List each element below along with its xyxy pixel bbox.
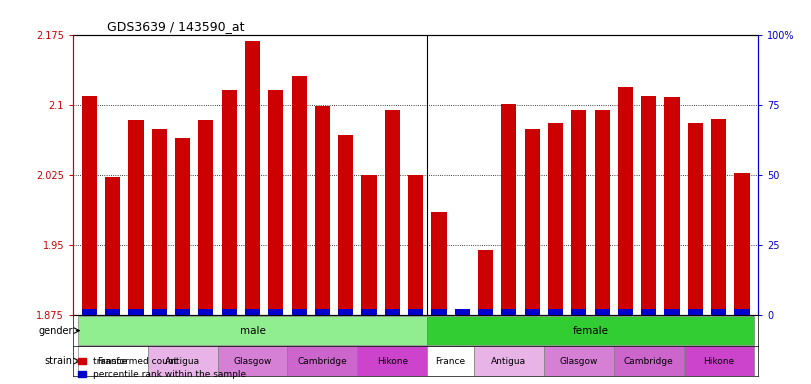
Bar [152, 309, 167, 315]
Text: male: male [239, 326, 265, 336]
Bar [478, 250, 493, 315]
Text: female: female [573, 326, 608, 336]
Text: strain: strain [45, 356, 72, 366]
Bar [711, 309, 726, 315]
Bar [338, 309, 354, 315]
Text: Glasgow: Glasgow [234, 357, 272, 366]
Bar [478, 309, 493, 315]
Bar [427, 316, 753, 345]
Bar [128, 309, 144, 315]
Bar [198, 120, 213, 315]
Bar [78, 316, 427, 345]
Bar [384, 110, 400, 315]
Bar [315, 309, 330, 315]
Bar [198, 309, 213, 315]
Bar [474, 346, 544, 376]
Bar [287, 346, 358, 376]
Bar [221, 90, 237, 315]
Bar [571, 309, 586, 315]
Bar [684, 346, 753, 376]
Bar [291, 309, 307, 315]
Text: Cambridge: Cambridge [624, 357, 674, 366]
Text: gender: gender [38, 326, 72, 336]
Text: Cambridge: Cambridge [298, 357, 347, 366]
Bar [455, 311, 470, 315]
Bar [664, 97, 680, 315]
Bar [384, 309, 400, 315]
Bar [408, 309, 423, 315]
Bar [315, 106, 330, 315]
Bar [268, 309, 283, 315]
Bar [525, 309, 540, 315]
Bar [544, 346, 614, 376]
Bar [642, 96, 656, 315]
Bar [548, 309, 563, 315]
Bar [571, 110, 586, 315]
Bar [618, 309, 633, 315]
Bar [82, 309, 97, 315]
Bar [105, 309, 120, 315]
Bar [431, 212, 447, 315]
Bar [548, 124, 563, 315]
Bar [664, 309, 680, 315]
Bar [152, 129, 167, 315]
Bar [618, 87, 633, 315]
Bar [431, 309, 447, 315]
Text: Antigua: Antigua [491, 357, 526, 366]
Bar [105, 177, 120, 315]
Text: Hikone: Hikone [377, 357, 408, 366]
Bar [501, 309, 517, 315]
Bar [175, 309, 190, 315]
Bar [501, 104, 517, 315]
Bar [358, 346, 427, 376]
Bar [82, 96, 97, 315]
Bar [614, 346, 684, 376]
Bar [221, 309, 237, 315]
Bar [525, 129, 540, 315]
Bar [78, 346, 148, 376]
Text: Hikone: Hikone [703, 357, 734, 366]
Bar [175, 137, 190, 315]
Bar [711, 119, 726, 315]
Bar [408, 175, 423, 315]
Bar [338, 135, 354, 315]
Bar [245, 41, 260, 315]
Bar [688, 309, 703, 315]
Text: GDS3639 / 143590_at: GDS3639 / 143590_at [107, 20, 245, 33]
Bar [362, 175, 376, 315]
Bar [245, 309, 260, 315]
Bar [362, 309, 376, 315]
Bar [594, 309, 610, 315]
Bar [128, 120, 144, 315]
Text: France: France [97, 357, 127, 366]
Text: France: France [436, 357, 466, 366]
Bar [217, 346, 287, 376]
Text: Antigua: Antigua [165, 357, 200, 366]
Bar [688, 124, 703, 315]
Bar [642, 309, 656, 315]
Bar [268, 90, 283, 315]
Text: Glasgow: Glasgow [560, 357, 598, 366]
Bar [291, 76, 307, 315]
Bar [427, 346, 474, 376]
Bar [455, 309, 470, 315]
Bar [735, 173, 749, 315]
Bar [594, 110, 610, 315]
Bar [148, 346, 217, 376]
Legend: transformed count, percentile rank within the sample: transformed count, percentile rank withi… [78, 357, 246, 379]
Bar [735, 309, 749, 315]
